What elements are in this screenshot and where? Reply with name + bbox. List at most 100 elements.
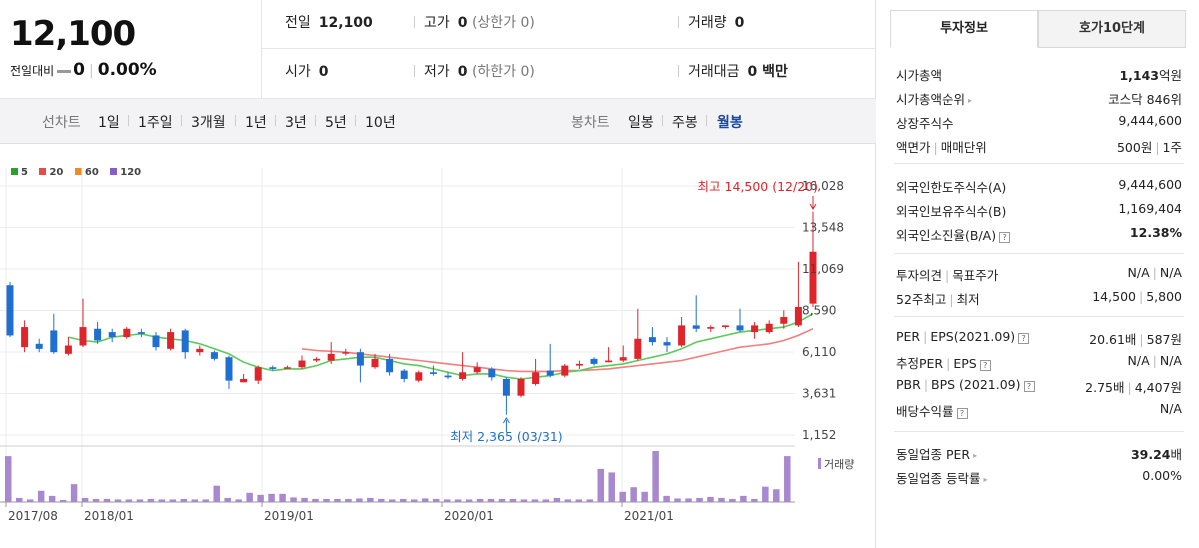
volume-bar xyxy=(630,487,637,502)
volume-bar xyxy=(356,498,363,502)
trade-amount: 거래대금 0 백만 xyxy=(678,61,788,81)
volume-bar xyxy=(323,498,330,502)
candle-chart-label: 봉차트 xyxy=(571,115,610,131)
candle-body xyxy=(283,367,291,369)
tab-investment-info[interactable]: 투자정보 xyxy=(890,10,1038,48)
volume-bar xyxy=(268,493,275,502)
volume-bar xyxy=(191,499,199,502)
volume-bar xyxy=(246,492,253,502)
info-group-sector: 동일업종 PER ▸ 39.24배 동일업종 등락률 ▸ 0.00% xyxy=(896,441,1182,489)
x-tick-label: 2018/01 xyxy=(84,509,134,523)
volume-bar xyxy=(367,497,374,502)
period-10y[interactable]: 10년 xyxy=(365,115,396,131)
sector-per-row[interactable]: 동일업종 PER ▸ 39.24배 xyxy=(896,447,1182,462)
period-1d[interactable]: 1일 xyxy=(98,115,120,131)
candle-daily[interactable]: 일봉 xyxy=(628,115,654,131)
period-1w[interactable]: 1주일 xyxy=(138,115,173,131)
sector-change-row[interactable]: 동일업종 등락률 ▸ 0.00% xyxy=(896,468,1182,486)
help-icon[interactable]: ? xyxy=(999,232,1011,243)
period-3m[interactable]: 3개월 xyxy=(191,115,226,131)
tab-orderbook[interactable]: 호가10단계 xyxy=(1038,10,1186,48)
volume-bar xyxy=(586,499,594,502)
volume-bar xyxy=(378,498,385,502)
x-tick-label: 2020/01 xyxy=(444,509,494,523)
candle-body xyxy=(765,323,773,333)
per-row: PER | EPS(2021.09)? 20.61배 | 587원 xyxy=(896,329,1182,347)
period-1y[interactable]: 1년 xyxy=(245,115,267,131)
x-tick-label: 2021/01 xyxy=(624,509,674,523)
candlestick-chart[interactable]: 16,028 13,548 11,069 8,590 6,110 3,631 1,152 2… xyxy=(0,148,876,548)
y-tick-label: 3,631 xyxy=(802,387,836,401)
volume-bar xyxy=(784,456,791,502)
candle-body xyxy=(327,353,335,361)
foreign-ratio-row: 외국인소진율(B/A)? 12.38% xyxy=(896,225,1182,243)
volume-bar xyxy=(92,498,100,502)
candle-body xyxy=(751,325,759,333)
divider xyxy=(894,431,1184,432)
help-icon[interactable]: ? xyxy=(1023,381,1035,392)
info-tabs: 투자정보 호가10단계 xyxy=(890,10,1186,48)
candle-body xyxy=(298,360,306,368)
min-annotation: 최저 2,365 (03/31) xyxy=(450,429,563,444)
volume-label: 거래량 xyxy=(824,458,854,471)
candle-body xyxy=(356,352,364,366)
candle-body xyxy=(94,328,102,341)
chevron-right-icon: ▸ xyxy=(968,96,973,105)
candle-body xyxy=(459,372,467,379)
volume-bar xyxy=(147,498,155,502)
candle-body xyxy=(736,325,744,331)
help-icon[interactable]: ? xyxy=(1018,333,1030,344)
period-3y[interactable]: 3년 xyxy=(285,115,307,131)
price-change: 전일대비 0 | 0.00% xyxy=(10,60,157,80)
candle-monthly[interactable]: 월봉 xyxy=(717,115,743,131)
volume-legend-swatch xyxy=(818,458,821,469)
candle-body xyxy=(502,378,510,396)
volume-bar xyxy=(476,498,484,502)
volume-bar xyxy=(213,485,220,502)
volume-bar xyxy=(641,491,648,502)
volume-bar xyxy=(400,498,407,502)
period-5y[interactable]: 5년 xyxy=(325,115,347,131)
candle-body xyxy=(6,285,14,336)
opinion-row: 투자의견 | 목표주가 N/A | N/A xyxy=(896,265,1182,283)
info-group-foreign: 외국인한도주식수(A) 9,444,600 외국인보유주식수(B) 1,169,40… xyxy=(896,174,1182,246)
52week-row: 52주최고 | 최저 14,500 | 5,800 xyxy=(896,289,1182,307)
candle-body xyxy=(386,358,394,373)
volume-bar xyxy=(279,493,286,502)
quote-summary: 전일 12,100 고가 0 (상한가 0) 거래량 0 시가 0 저가 0 (하한가 0… xyxy=(262,0,876,99)
high-price: 고가 0 (상한가 0) xyxy=(414,12,535,32)
candle-weekly[interactable]: 주봉 xyxy=(672,115,698,131)
chevron-right-icon: ▸ xyxy=(973,451,978,460)
par-value-row: 액면가 | 매매단위 500원 | 1주 xyxy=(896,140,1182,155)
volume-bar xyxy=(125,499,133,502)
volume-bar xyxy=(158,499,166,502)
volume-bar xyxy=(575,499,583,502)
candle-body xyxy=(561,365,569,376)
volume-bar xyxy=(487,498,495,502)
volume-bar xyxy=(257,494,264,502)
volume-bar xyxy=(597,468,604,502)
candle-body xyxy=(634,338,642,359)
candle-body xyxy=(152,335,160,348)
legend-ma20: 20 xyxy=(39,167,63,178)
volume-bar xyxy=(663,495,670,502)
candle-body xyxy=(780,317,788,324)
volume-bar xyxy=(410,499,418,502)
candle-body xyxy=(400,370,408,379)
candle-body xyxy=(50,330,58,353)
candle-body xyxy=(313,358,321,361)
volume-bar xyxy=(465,499,473,502)
candle-body xyxy=(254,367,262,381)
volume-bar xyxy=(5,456,12,502)
candle-body xyxy=(167,332,175,349)
candle-body xyxy=(648,337,656,343)
volume-bar xyxy=(652,451,659,502)
market-cap-rank-row[interactable]: 시가총액순위 ▸ 코스닥 846위 xyxy=(896,92,1182,107)
chart-period-bar: 선차트 1일 1주일 3개월 1년 3년 5년 10년 봉차트 일봉 주봉 월봉 xyxy=(0,99,876,144)
volume-bar xyxy=(619,491,626,502)
volume-bar xyxy=(553,497,561,502)
help-icon[interactable]: ? xyxy=(956,408,968,419)
volume-bar xyxy=(564,499,572,502)
current-price-box: 12,100 전일대비 0 | 0.00% xyxy=(0,0,262,99)
help-icon[interactable]: ? xyxy=(979,360,991,371)
